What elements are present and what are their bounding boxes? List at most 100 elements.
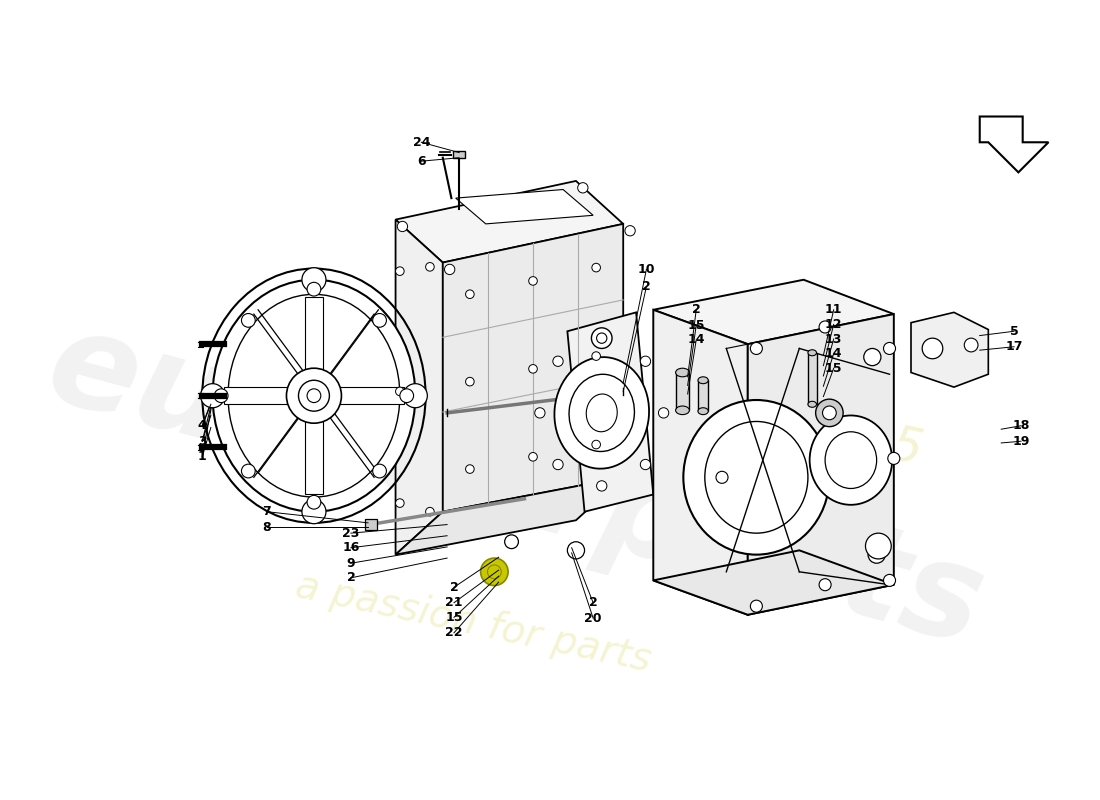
- Circle shape: [868, 546, 886, 563]
- Circle shape: [592, 440, 601, 449]
- Text: 2: 2: [450, 581, 459, 594]
- Ellipse shape: [301, 268, 326, 292]
- Circle shape: [396, 267, 404, 275]
- Circle shape: [396, 498, 404, 507]
- Ellipse shape: [212, 280, 416, 512]
- Circle shape: [883, 574, 895, 586]
- Text: 12: 12: [825, 318, 843, 331]
- Circle shape: [553, 356, 563, 366]
- Circle shape: [592, 352, 601, 360]
- Circle shape: [396, 387, 404, 396]
- Ellipse shape: [675, 406, 690, 414]
- Polygon shape: [223, 387, 404, 404]
- Text: 16: 16: [342, 542, 360, 554]
- Text: 2: 2: [346, 571, 355, 584]
- Text: 15: 15: [688, 318, 705, 332]
- Circle shape: [242, 314, 255, 327]
- Circle shape: [286, 368, 341, 423]
- Text: 1: 1: [198, 450, 207, 463]
- Polygon shape: [653, 280, 894, 344]
- Polygon shape: [653, 550, 894, 614]
- Ellipse shape: [807, 402, 816, 407]
- Circle shape: [426, 262, 434, 271]
- Polygon shape: [396, 219, 443, 554]
- Ellipse shape: [404, 384, 427, 408]
- Ellipse shape: [554, 357, 649, 469]
- Circle shape: [716, 471, 728, 483]
- Circle shape: [823, 406, 836, 420]
- Circle shape: [214, 389, 228, 402]
- Circle shape: [373, 464, 386, 478]
- Text: 19: 19: [1012, 434, 1030, 448]
- Polygon shape: [455, 190, 593, 224]
- Circle shape: [866, 533, 891, 559]
- Ellipse shape: [200, 384, 224, 408]
- Circle shape: [922, 338, 943, 358]
- Circle shape: [640, 356, 650, 366]
- Circle shape: [505, 535, 518, 549]
- Polygon shape: [698, 380, 708, 411]
- Ellipse shape: [683, 400, 829, 554]
- Polygon shape: [306, 297, 322, 494]
- Circle shape: [373, 314, 386, 327]
- Circle shape: [750, 342, 762, 354]
- Text: 20: 20: [584, 612, 602, 625]
- Circle shape: [659, 408, 669, 418]
- Text: 15: 15: [446, 611, 463, 624]
- Text: 22: 22: [446, 626, 463, 639]
- Circle shape: [596, 333, 607, 343]
- Circle shape: [965, 338, 978, 352]
- Ellipse shape: [698, 377, 708, 384]
- Text: 18: 18: [1012, 419, 1030, 432]
- Circle shape: [640, 459, 650, 470]
- Text: 2: 2: [692, 303, 701, 316]
- Circle shape: [465, 465, 474, 474]
- Circle shape: [568, 542, 584, 559]
- Ellipse shape: [810, 415, 892, 505]
- Polygon shape: [807, 353, 816, 404]
- Text: 6: 6: [417, 154, 426, 168]
- Polygon shape: [453, 151, 465, 158]
- Ellipse shape: [228, 294, 400, 497]
- Text: 5: 5: [1010, 325, 1019, 338]
- Circle shape: [426, 507, 434, 516]
- Text: 21: 21: [446, 596, 463, 610]
- Circle shape: [444, 264, 454, 274]
- Circle shape: [883, 342, 895, 354]
- Circle shape: [596, 334, 607, 345]
- Text: 085: 085: [826, 410, 927, 476]
- Circle shape: [307, 495, 321, 509]
- Text: 7: 7: [262, 505, 271, 518]
- Text: 3: 3: [198, 434, 207, 448]
- Ellipse shape: [569, 374, 635, 451]
- Text: 4: 4: [198, 419, 207, 432]
- Polygon shape: [653, 310, 748, 614]
- Ellipse shape: [586, 394, 617, 432]
- Circle shape: [864, 349, 881, 366]
- Polygon shape: [396, 181, 624, 262]
- Text: 24: 24: [412, 136, 430, 149]
- Ellipse shape: [705, 422, 807, 533]
- Circle shape: [625, 226, 635, 236]
- Text: 14: 14: [688, 334, 705, 346]
- Circle shape: [307, 389, 321, 402]
- Circle shape: [307, 282, 321, 296]
- Circle shape: [592, 328, 612, 349]
- Ellipse shape: [807, 350, 816, 356]
- Text: 2: 2: [642, 280, 651, 293]
- Text: 8: 8: [263, 521, 271, 534]
- Circle shape: [481, 558, 508, 586]
- Text: 15: 15: [825, 362, 843, 374]
- Polygon shape: [396, 478, 624, 554]
- Circle shape: [578, 182, 588, 193]
- Polygon shape: [568, 312, 653, 512]
- Circle shape: [820, 578, 832, 590]
- Ellipse shape: [698, 408, 708, 414]
- Text: 9: 9: [346, 557, 355, 570]
- Text: 2: 2: [588, 596, 597, 610]
- Text: a passion for parts: a passion for parts: [292, 567, 654, 680]
- Circle shape: [815, 399, 843, 426]
- Text: eurocarparts: eurocarparts: [35, 300, 997, 672]
- Polygon shape: [675, 373, 690, 410]
- Text: 13: 13: [825, 333, 843, 346]
